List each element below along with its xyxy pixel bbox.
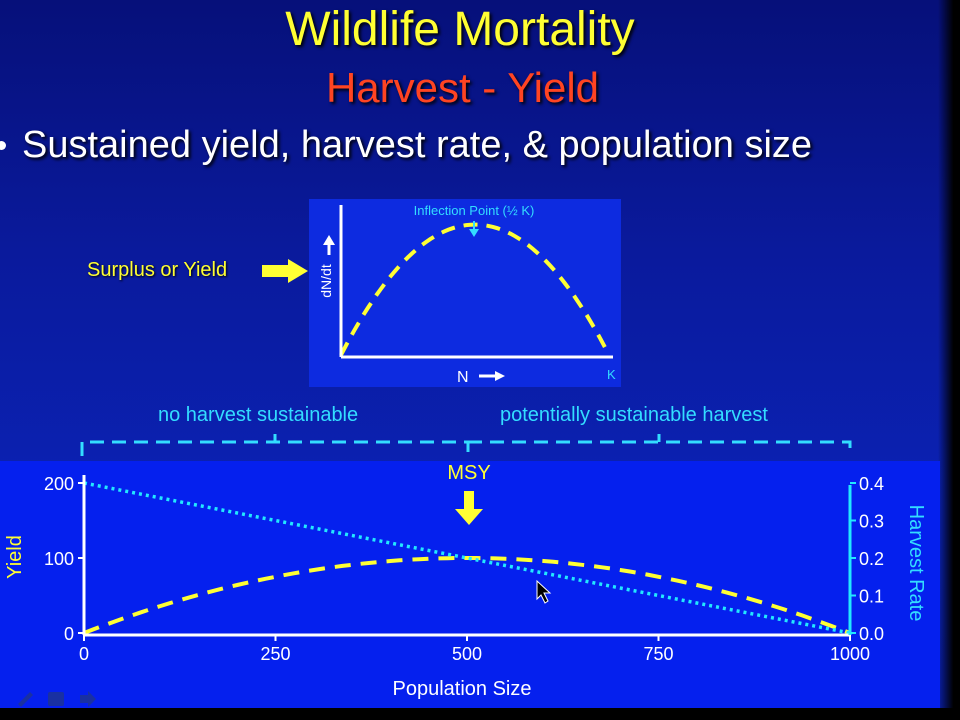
- mouse-cursor-icon: [536, 579, 552, 604]
- yield-series-line: [83, 556, 851, 635]
- main-series-group: [83, 481, 851, 635]
- x-axis-label: Population Size: [393, 678, 532, 700]
- small-right-arrow-icon: [495, 371, 505, 381]
- inset-k-label: K: [607, 367, 616, 382]
- bullet-text: Sustained yield, harvest rate, & populat…: [22, 124, 813, 166]
- y-axis-label: Yield: [4, 535, 26, 579]
- y2-axis-label: Harvest Rate: [905, 505, 927, 622]
- slide-title: Wildlife Mortality: [285, 3, 635, 56]
- main-chart-svg: 0 250 500 750 1000 0 100 200 0.0 0.1 0.2 0.3 0.4 Yie…: [4, 462, 927, 700]
- y-tick-label: 100: [44, 549, 74, 569]
- msy-down-arrow-icon: [455, 509, 483, 525]
- right-edge-shadow: [938, 0, 960, 720]
- y2-tick-label: 0.1: [859, 587, 884, 607]
- next-slide-icon[interactable]: [80, 691, 96, 707]
- y2-tick-label: 0.2: [859, 549, 884, 569]
- slide-subtitle: Harvest - Yield: [325, 64, 600, 111]
- x-tick-label: 750: [643, 644, 673, 664]
- y-tick-label: 0: [64, 624, 74, 644]
- x-tick-label: 0: [79, 644, 89, 664]
- x-tick-label: 1000: [830, 644, 870, 664]
- msy-label: MSY: [447, 462, 490, 484]
- pen-icon[interactable]: [18, 692, 33, 707]
- menu-icon[interactable]: [48, 692, 64, 706]
- sustainable-harvest-label: potentially sustainable harvest: [500, 404, 768, 426]
- left-range-bracket: [80, 440, 470, 456]
- inset-x-label: N: [457, 369, 469, 386]
- inset-yield-curve: [339, 222, 611, 356]
- surplus-yield-label: Surplus or Yield: [87, 259, 228, 281]
- y2-tick-label: 0.4: [859, 474, 884, 494]
- y2-tick-label: 0.0: [859, 624, 884, 644]
- inset-chart-svg: Inflection Point (½ K) dN/dt N K: [318, 203, 616, 386]
- inset-y-label: dN/dt: [318, 264, 334, 298]
- right-arrow-icon: [262, 259, 308, 283]
- slideshow-toolbar[interactable]: [0, 688, 110, 712]
- up-arrow-icon: [323, 235, 335, 245]
- bullet-dot: [0, 141, 6, 150]
- right-range-bracket: [468, 440, 852, 456]
- y2-tick-label: 0.3: [859, 512, 884, 532]
- bottom-edge-bar: [0, 708, 960, 720]
- range-brackets: [80, 434, 852, 456]
- msy-arrow-shaft: [464, 491, 474, 509]
- inflection-label: Inflection Point (½ K): [414, 203, 535, 218]
- inset-chart: Inflection Point (½ K) dN/dt N K: [309, 199, 621, 387]
- down-arrow-icon: [469, 229, 479, 237]
- x-tick-label: 500: [452, 644, 482, 664]
- inset-curve-group: [339, 222, 611, 356]
- y-tick-label: 200: [44, 474, 74, 494]
- no-harvest-label: no harvest sustainable: [158, 404, 359, 426]
- x-tick-label: 250: [260, 644, 290, 664]
